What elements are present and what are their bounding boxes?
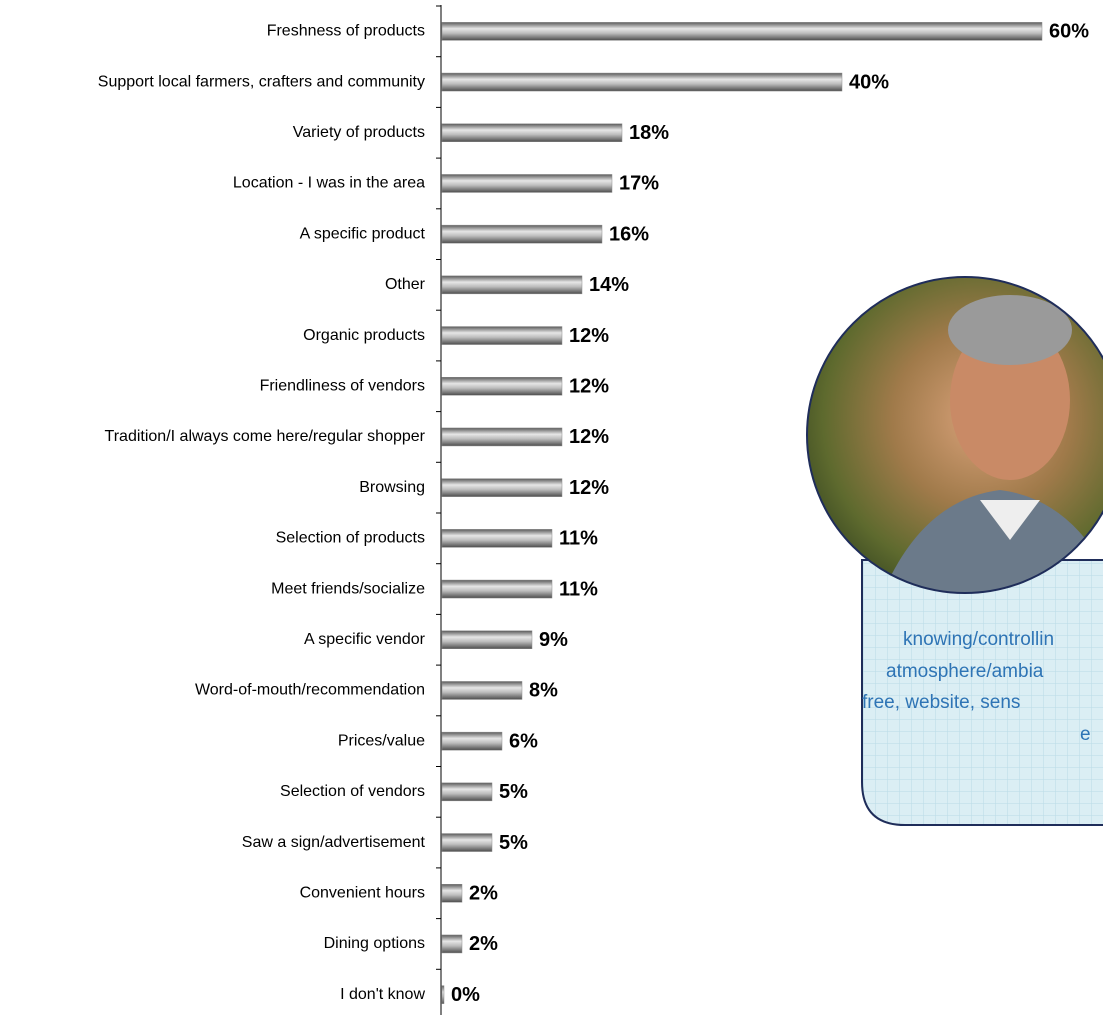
bar <box>442 529 552 547</box>
bar <box>442 884 462 902</box>
data-label: 11% <box>559 578 598 600</box>
bar <box>442 73 842 91</box>
y-tick-label: Saw a sign/advertisement <box>242 834 426 851</box>
bar <box>442 174 612 192</box>
data-label: 2% <box>469 933 498 955</box>
bar <box>442 276 582 294</box>
data-label: 17% <box>619 173 659 195</box>
y-tick-label: Selection of products <box>276 530 425 547</box>
bar <box>442 124 622 142</box>
y-tick-label: Dining options <box>324 935 425 952</box>
chart: Freshness of products 60% Support local fa… <box>0 0 1103 1020</box>
y-tick-label: Variety of products <box>293 124 425 141</box>
data-label: 16% <box>609 223 649 245</box>
y-tick-label: Other <box>385 276 426 293</box>
y-tick-label: Browsing <box>359 479 425 496</box>
y-tick-label: Prices/value <box>338 732 425 749</box>
photo <box>800 270 1103 600</box>
bar <box>442 428 562 446</box>
data-label: 2% <box>469 883 498 905</box>
bar <box>442 580 552 598</box>
y-tick-label: Freshness of products <box>267 23 425 40</box>
data-label: 18% <box>629 122 669 144</box>
data-label: 9% <box>539 629 568 651</box>
y-tick-label: Selection of vendors <box>280 783 425 800</box>
callout-text: atmosphere/ambia <box>886 661 1044 682</box>
data-label: 0% <box>451 984 480 1006</box>
data-label: 12% <box>569 426 609 448</box>
bar <box>442 935 462 953</box>
y-tick-label: Meet friends/socialize <box>271 580 425 597</box>
callout <box>800 270 1103 825</box>
data-label: 14% <box>589 274 629 296</box>
bar <box>442 22 1042 40</box>
bar <box>442 986 444 1004</box>
y-tick-label: Friendliness of vendors <box>260 377 425 394</box>
y-tick-label: I don't know <box>340 986 425 1003</box>
data-label: 5% <box>499 781 528 803</box>
y-tick-label: Location - I was in the area <box>233 175 425 192</box>
data-label: 12% <box>569 477 609 499</box>
y-tick-label: Organic products <box>303 327 425 344</box>
data-label: 12% <box>569 325 609 347</box>
bar <box>442 631 532 649</box>
data-label: 60% <box>1049 21 1089 43</box>
data-label: 12% <box>569 376 609 398</box>
bar <box>442 834 492 852</box>
y-tick-label: Word-of-mouth/recommendation <box>195 682 425 699</box>
bar <box>442 783 492 801</box>
callout-text: knowing/controllin <box>903 629 1054 650</box>
bar <box>442 327 562 345</box>
callout-text: free, website, sens <box>862 692 1020 713</box>
data-label: 40% <box>849 71 889 93</box>
bar <box>442 225 602 243</box>
data-label: 6% <box>509 730 538 752</box>
bar <box>442 479 562 497</box>
bar <box>442 377 562 395</box>
y-tick-label: Convenient hours <box>300 884 425 901</box>
bar <box>442 681 522 699</box>
data-label: 8% <box>529 680 558 702</box>
y-tick-label: A specific vendor <box>304 631 426 648</box>
y-tick-label: Support local farmers, crafters and comm… <box>98 73 425 90</box>
data-label: 11% <box>559 528 598 550</box>
bar <box>442 732 502 750</box>
callout-text: e <box>1080 724 1091 745</box>
y-tick-label: A specific product <box>300 225 426 242</box>
data-label: 5% <box>499 832 528 854</box>
y-tick-label: Tradition/I always come here/regular sho… <box>105 428 426 445</box>
